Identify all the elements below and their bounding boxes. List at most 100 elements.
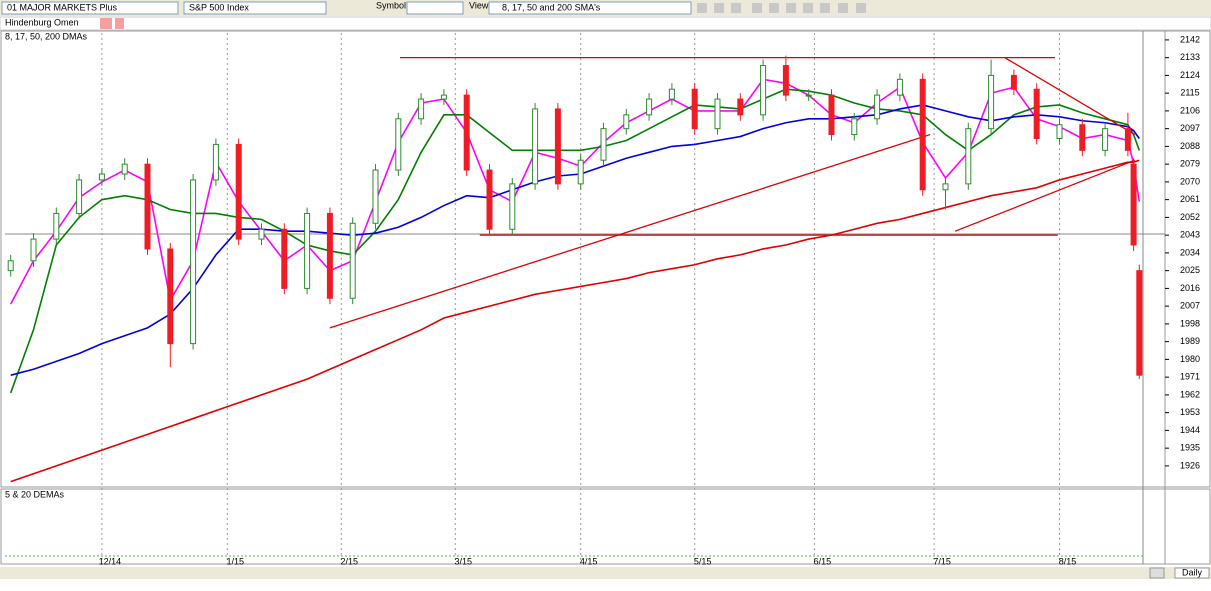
y-tick-label: 2034 — [1180, 247, 1200, 257]
x-tick-label: 12/14 — [99, 556, 122, 566]
candle-body — [828, 94, 835, 136]
candle-body — [760, 65, 767, 116]
y-tick-label: 2007 — [1180, 301, 1200, 311]
index-select[interactable] — [183, 1, 327, 15]
x-tick-label: 4/15 — [580, 556, 598, 566]
y-tick-label: 2052 — [1180, 212, 1200, 222]
y-tick-label: 1926 — [1180, 460, 1200, 470]
candle-body — [1079, 124, 1086, 151]
icon[interactable] — [820, 3, 830, 13]
icon[interactable] — [769, 3, 779, 13]
symbol-input[interactable] — [406, 1, 464, 15]
candle-body — [1136, 270, 1143, 376]
candle-body — [121, 163, 128, 175]
candle-body — [965, 128, 972, 185]
candle-body — [418, 98, 425, 120]
plot: 2142 2133 2124 2115 2106 2097 2088 2079 2070 2061… — [7, 33, 1200, 566]
view-name: 8, 17, 50 and 200 SMA's — [502, 2, 601, 12]
y-tick-label: 1935 — [1180, 443, 1200, 453]
list-select[interactable] — [1, 1, 179, 15]
candle-body — [554, 108, 561, 185]
candle-body — [30, 238, 37, 262]
y-tick-label: 2025 — [1180, 265, 1200, 275]
candle-body — [349, 222, 356, 299]
candle-body — [486, 169, 493, 230]
x-tick-label: 6/15 — [814, 556, 832, 566]
candle-body — [714, 98, 721, 130]
indicator-box — [100, 18, 112, 29]
candle-body — [76, 179, 83, 214]
y-tick-label: 2124 — [1180, 70, 1200, 80]
candle-body — [281, 228, 288, 289]
y-tick-label: 2115 — [1180, 88, 1199, 98]
y-tick-label: 1944 — [1180, 425, 1200, 435]
candle-body — [942, 183, 949, 191]
indicator-bar — [0, 16, 1211, 31]
candle-body — [646, 98, 653, 116]
y-tick-label: 2070 — [1180, 176, 1200, 186]
candle-body — [577, 159, 584, 185]
candle-body — [1124, 128, 1131, 151]
icon[interactable] — [856, 3, 866, 13]
candle-body — [600, 128, 607, 161]
candle-body — [1033, 88, 1040, 140]
icon[interactable] — [838, 3, 848, 13]
period-button[interactable] — [1174, 567, 1210, 579]
icon[interactable] — [752, 3, 762, 13]
candle-body — [805, 94, 812, 97]
moving-average — [10, 159, 1140, 483]
lower-panel — [0, 488, 1211, 565]
icon[interactable] — [786, 3, 796, 13]
candle-body — [235, 143, 242, 240]
y-tick-label: 2088 — [1180, 141, 1200, 151]
symbol-label: Symbol — [376, 0, 406, 10]
y-tick-label: 2133 — [1180, 52, 1200, 62]
scroll-button[interactable] — [1149, 567, 1165, 579]
scrollbar[interactable] — [0, 567, 1211, 579]
list-name: 01 MAJOR MARKETS Plus — [7, 2, 118, 12]
candle-body — [440, 94, 447, 100]
lower-panel-label: 5 & 20 DEMAs — [5, 489, 65, 499]
x-tick-label: 3/15 — [455, 556, 473, 566]
candle-body — [737, 98, 744, 116]
candle-body — [532, 108, 539, 185]
x-tick-label: 5/15 — [694, 556, 712, 566]
y-tick-label: 1989 — [1180, 336, 1200, 346]
view-select[interactable] — [488, 1, 692, 15]
icon[interactable] — [803, 3, 813, 13]
candle-body — [167, 248, 174, 345]
icon[interactable] — [697, 3, 707, 13]
candle-body — [144, 163, 151, 250]
trend-line — [329, 133, 931, 329]
y-tick-label: 2043 — [1180, 230, 1200, 240]
candle-body — [668, 88, 675, 100]
moving-average — [10, 104, 1140, 376]
y-tick-label: 1998 — [1180, 318, 1200, 328]
x-tick-label: 1/15 — [227, 556, 245, 566]
icon[interactable] — [714, 3, 724, 13]
y-tick-label: 1980 — [1180, 354, 1200, 364]
candle-body — [372, 169, 379, 224]
candle-body — [53, 212, 60, 240]
y-tick-label: 2016 — [1180, 283, 1200, 293]
candle-body — [395, 118, 402, 171]
candle-body — [782, 65, 789, 96]
x-tick-label: 7/15 — [933, 556, 951, 566]
candle-body — [212, 143, 219, 181]
indicator-box — [115, 18, 124, 29]
y-tick-label: 2097 — [1180, 123, 1200, 133]
indicator-label: Hindenburg Omen — [5, 17, 79, 27]
chart-title: 8, 17, 50, 200 DMAs — [5, 31, 88, 41]
x-tick-label: 2/15 — [341, 556, 359, 566]
icon[interactable] — [731, 3, 741, 13]
candle-body — [509, 183, 516, 230]
candle-body — [1130, 163, 1137, 246]
y-tick-label: 2106 — [1180, 105, 1200, 115]
moving-average — [9, 78, 1141, 305]
y-tick-label: 2079 — [1180, 159, 1200, 169]
y-tick-label: 1962 — [1180, 389, 1200, 399]
candle-body — [463, 94, 470, 171]
y-tick-label: 1953 — [1180, 407, 1200, 417]
main-panel — [0, 30, 1211, 488]
candle-body — [190, 179, 197, 345]
